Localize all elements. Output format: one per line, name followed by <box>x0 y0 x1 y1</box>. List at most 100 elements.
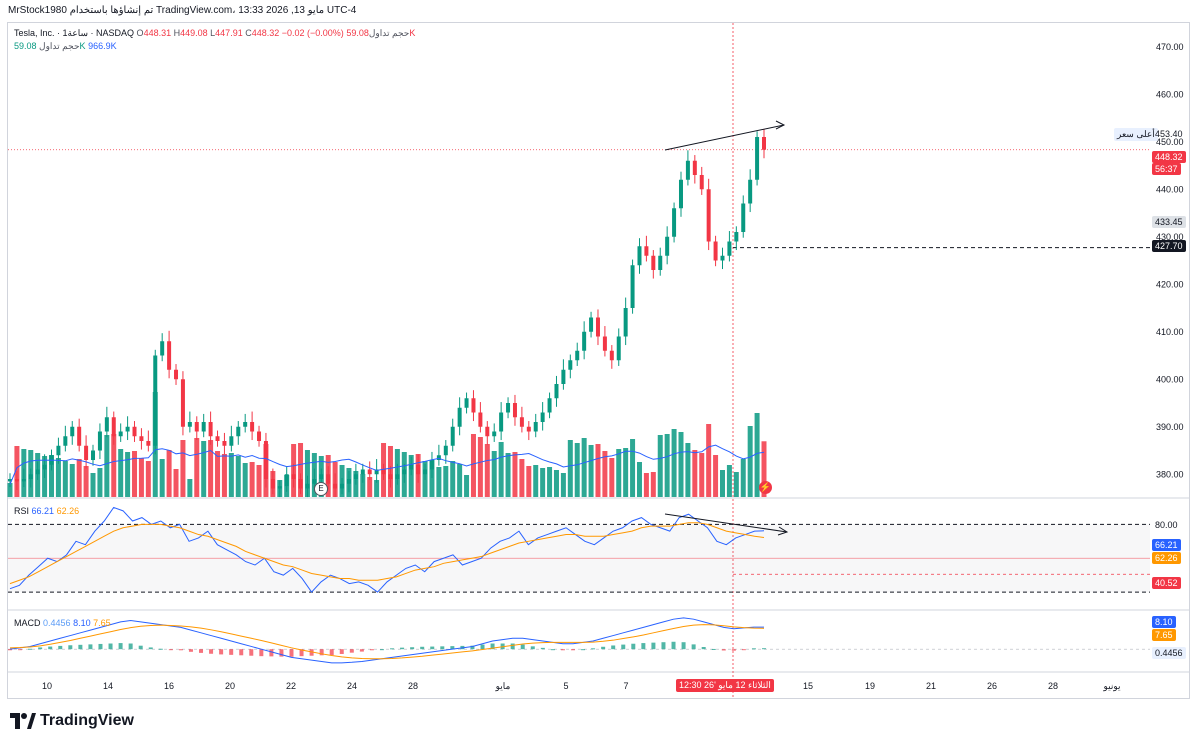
time-tick-label: 26 <box>987 681 997 691</box>
candle <box>623 308 628 337</box>
candle <box>360 469 365 475</box>
volume-bar <box>436 467 442 497</box>
volume-bar <box>664 434 670 497</box>
candle <box>174 369 179 380</box>
candle <box>132 426 137 437</box>
macd-histogram-bar <box>18 649 23 651</box>
earnings-marker[interactable]: E <box>314 482 328 496</box>
high-label: أعلى سعر <box>1114 128 1158 141</box>
change-value: −0.02 (−0.00%) <box>281 28 344 38</box>
candle <box>499 412 504 432</box>
trendline-rsi[interactable] <box>664 513 788 533</box>
time-tick-label: 19 <box>865 681 875 691</box>
volume-bar <box>408 455 414 497</box>
macd-histogram-bar <box>390 648 395 650</box>
volume-bar <box>657 435 663 497</box>
macd-line <box>9 617 764 664</box>
macd-value-badge: 8.10 <box>1152 616 1176 628</box>
candle <box>506 403 511 413</box>
candle <box>533 422 538 432</box>
macd-histogram-bar <box>470 645 475 650</box>
candle <box>485 426 490 437</box>
volume-bar <box>194 438 200 497</box>
macd-hist-badge: 0.4456 <box>1152 647 1186 659</box>
volume-bar <box>215 451 221 497</box>
volume-bar <box>747 426 753 497</box>
volume-bar <box>249 462 255 497</box>
macd-histogram-bar <box>219 649 224 655</box>
candle <box>139 436 144 441</box>
candle <box>630 265 635 308</box>
volume-bar <box>35 453 41 497</box>
time-tick-label: يونيو <box>1102 681 1121 692</box>
volume-bar <box>733 472 739 497</box>
candle <box>187 422 192 427</box>
candle <box>644 246 649 256</box>
volume-bar <box>547 467 553 497</box>
candle <box>519 417 524 427</box>
lightning-icon[interactable]: ⚡ <box>759 481 772 494</box>
macd-histogram-bar <box>601 646 606 650</box>
candle <box>215 436 220 441</box>
candle <box>492 431 497 437</box>
price-tick-label: 440.00 <box>1156 184 1184 194</box>
candle <box>658 255 663 270</box>
chart-frame <box>7 22 1190 699</box>
volume-bar <box>519 459 525 497</box>
macd-value: 8.10 <box>73 618 91 628</box>
price-axis: 380.00 390.00 400.00 410.00 420.00 430.00 440.… <box>1156 42 1184 480</box>
candle <box>595 317 600 337</box>
volume-bar <box>422 461 428 497</box>
volume-bar <box>228 453 234 497</box>
candle <box>651 255 656 270</box>
volume-bar <box>332 462 338 497</box>
volume-bar <box>374 480 380 497</box>
volume-bar <box>55 458 61 497</box>
volume-bar <box>505 453 511 497</box>
volume-bar <box>533 465 539 497</box>
volume-bar <box>650 472 656 497</box>
macd-histogram-bar <box>359 649 364 652</box>
macd-legend[interactable]: MACD 0.4456 8.10 7.65 <box>14 618 111 628</box>
candle <box>146 441 151 446</box>
candle <box>678 179 683 209</box>
macd-histogram-bar <box>520 644 525 650</box>
macd-histogram-bar <box>369 649 374 651</box>
high-value: 449.08 <box>180 28 208 38</box>
macd-histogram-bar <box>209 649 214 654</box>
macd-histogram-bar <box>168 649 173 651</box>
symbol-legend[interactable]: Tesla, Inc. · 1ساعة · NASDAQ O448.31 H44… <box>14 28 416 38</box>
candle <box>243 422 248 427</box>
macd-histogram-bar <box>762 648 766 650</box>
volume-bar <box>277 480 283 497</box>
time-tick-label: 20 <box>225 681 235 691</box>
signal-value-badge: 7.65 <box>1152 629 1176 641</box>
candle <box>692 160 697 175</box>
volume-bar <box>166 450 172 497</box>
volume-legend[interactable]: حجم تداول 59.08K 966.9K <box>14 41 117 51</box>
volume-bar <box>111 434 117 497</box>
macd-histogram-bar <box>329 649 334 656</box>
volume-bar <box>415 454 421 497</box>
volume-bar <box>69 464 75 497</box>
volume-bar <box>76 459 82 497</box>
brand-name: TradingView <box>40 712 134 729</box>
time-tick-label: 10 <box>42 681 52 691</box>
macd-histogram-bar <box>98 643 103 650</box>
macd-histogram-bar <box>249 649 254 656</box>
volume-bar <box>304 450 310 497</box>
time-tick-label: 24 <box>347 681 357 691</box>
candle <box>699 175 704 190</box>
trendline-price[interactable] <box>664 124 785 151</box>
macd-histogram-bar <box>621 644 626 650</box>
rsi-legend[interactable]: RSI 66.21 62.26 <box>14 506 80 516</box>
candle <box>250 422 255 432</box>
arrow-head-icon <box>777 526 789 536</box>
volume-bar <box>450 461 456 497</box>
volume-bar <box>353 471 359 497</box>
macd-histogram-bar <box>188 649 193 652</box>
candle <box>589 317 594 332</box>
volume-bar <box>235 456 241 497</box>
high-value-badge: 453.40 <box>1155 129 1183 139</box>
